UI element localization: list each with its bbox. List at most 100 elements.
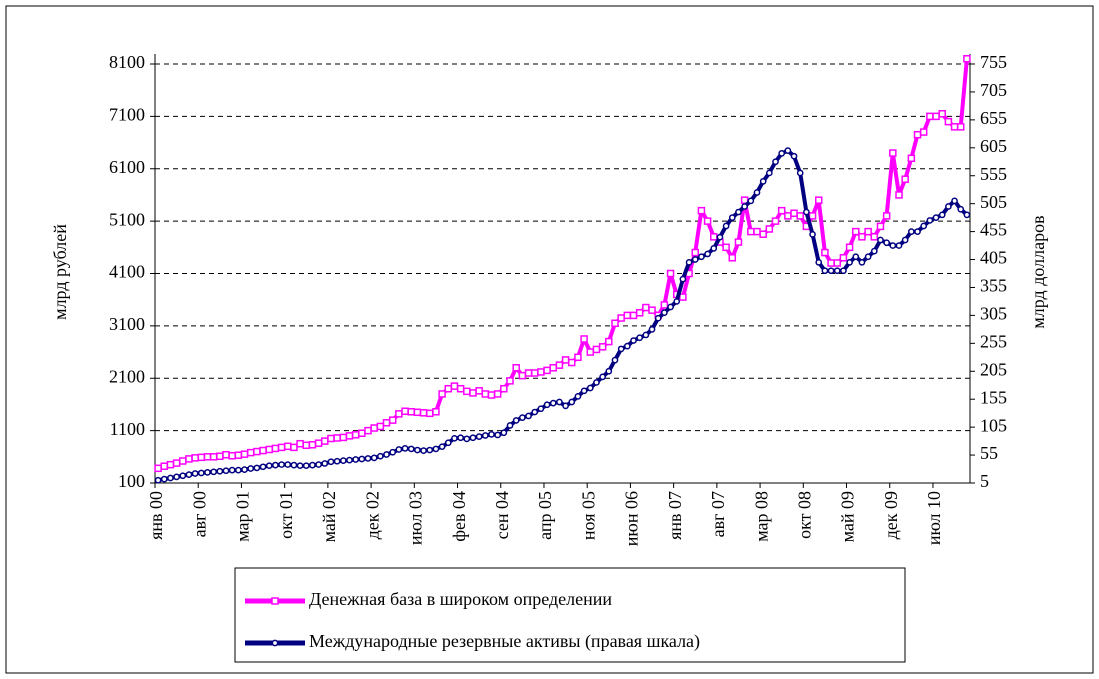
marker xyxy=(957,205,965,213)
marker xyxy=(475,433,483,440)
x-tick-label: июл 10 xyxy=(924,491,944,545)
marker xyxy=(494,431,502,439)
marker xyxy=(932,214,940,221)
y2-tick-label: 305 xyxy=(980,304,1007,324)
marker xyxy=(870,247,878,255)
marker xyxy=(593,379,600,386)
marker xyxy=(327,458,335,466)
marker xyxy=(858,258,866,266)
marker xyxy=(314,439,323,447)
marker xyxy=(827,267,835,275)
marker xyxy=(240,450,249,458)
y2-tick-label: 5 xyxy=(980,471,989,491)
marker xyxy=(629,311,638,320)
marker xyxy=(518,371,527,380)
y2-tick-label: 355 xyxy=(980,276,1007,296)
marker xyxy=(358,455,366,463)
marker xyxy=(864,227,872,236)
marker xyxy=(241,466,248,473)
marker xyxy=(747,197,755,205)
y2-tick-label: 105 xyxy=(980,415,1007,435)
marker xyxy=(290,461,298,469)
marker xyxy=(882,212,891,220)
marker xyxy=(734,238,743,246)
x-tick-label: окт 01 xyxy=(276,491,296,539)
marker xyxy=(481,390,490,398)
marker xyxy=(945,203,952,210)
marker xyxy=(889,149,897,157)
marker xyxy=(765,225,774,233)
y2-tick-label: 455 xyxy=(980,220,1007,240)
marker xyxy=(500,429,508,437)
marker xyxy=(339,457,347,465)
marker xyxy=(543,401,551,409)
marker xyxy=(803,208,810,216)
marker xyxy=(586,348,595,356)
y2-axis-label: млрд долларов xyxy=(1028,215,1048,328)
marker xyxy=(741,203,748,210)
marker xyxy=(283,442,292,451)
marker xyxy=(555,361,564,369)
marker xyxy=(265,462,273,470)
marker xyxy=(247,465,255,472)
marker xyxy=(605,367,613,375)
marker xyxy=(265,445,273,454)
marker xyxy=(907,154,916,163)
marker xyxy=(963,55,971,63)
marker xyxy=(438,443,446,451)
marker xyxy=(537,405,545,413)
marker xyxy=(938,110,946,118)
marker xyxy=(913,130,922,139)
marker xyxy=(210,468,218,476)
marker xyxy=(302,462,310,470)
marker xyxy=(228,452,236,460)
marker xyxy=(506,377,514,385)
marker xyxy=(772,158,779,166)
marker xyxy=(209,453,218,461)
marker xyxy=(160,475,168,483)
marker xyxy=(370,424,378,432)
x-tick-label: мар 08 xyxy=(751,491,771,542)
marker xyxy=(926,112,934,121)
marker xyxy=(877,236,884,244)
marker xyxy=(191,454,199,462)
marker xyxy=(487,391,496,399)
marker xyxy=(179,472,187,480)
marker xyxy=(808,212,817,220)
y2-tick-label: 205 xyxy=(980,359,1007,379)
marker xyxy=(561,356,570,364)
marker xyxy=(710,245,718,252)
marker xyxy=(525,412,532,420)
marker xyxy=(636,334,644,342)
marker xyxy=(735,208,742,216)
marker xyxy=(463,435,471,443)
marker xyxy=(438,390,446,398)
marker xyxy=(889,242,897,249)
marker xyxy=(160,462,169,470)
marker xyxy=(630,337,637,344)
x-tick-label: окт 08 xyxy=(795,491,815,539)
marker xyxy=(345,432,354,440)
marker xyxy=(154,464,162,473)
marker xyxy=(747,227,755,236)
marker xyxy=(469,389,477,397)
marker xyxy=(308,441,317,449)
marker xyxy=(698,253,705,261)
marker xyxy=(827,259,835,267)
x-tick-label: мар 01 xyxy=(233,491,253,542)
x-tick-label: янв 07 xyxy=(665,491,685,540)
marker xyxy=(907,228,915,235)
marker xyxy=(833,259,842,267)
y2-tick-label: 605 xyxy=(980,136,1007,156)
x-tick-label: дек 02 xyxy=(362,491,382,539)
x-tick-label: авг 07 xyxy=(708,491,728,537)
marker xyxy=(926,217,934,224)
marker xyxy=(530,369,539,377)
marker xyxy=(951,197,958,205)
marker xyxy=(852,227,860,236)
marker xyxy=(920,222,928,230)
marker xyxy=(710,233,718,241)
marker xyxy=(846,258,853,266)
marker xyxy=(549,399,557,407)
marker xyxy=(278,461,285,468)
